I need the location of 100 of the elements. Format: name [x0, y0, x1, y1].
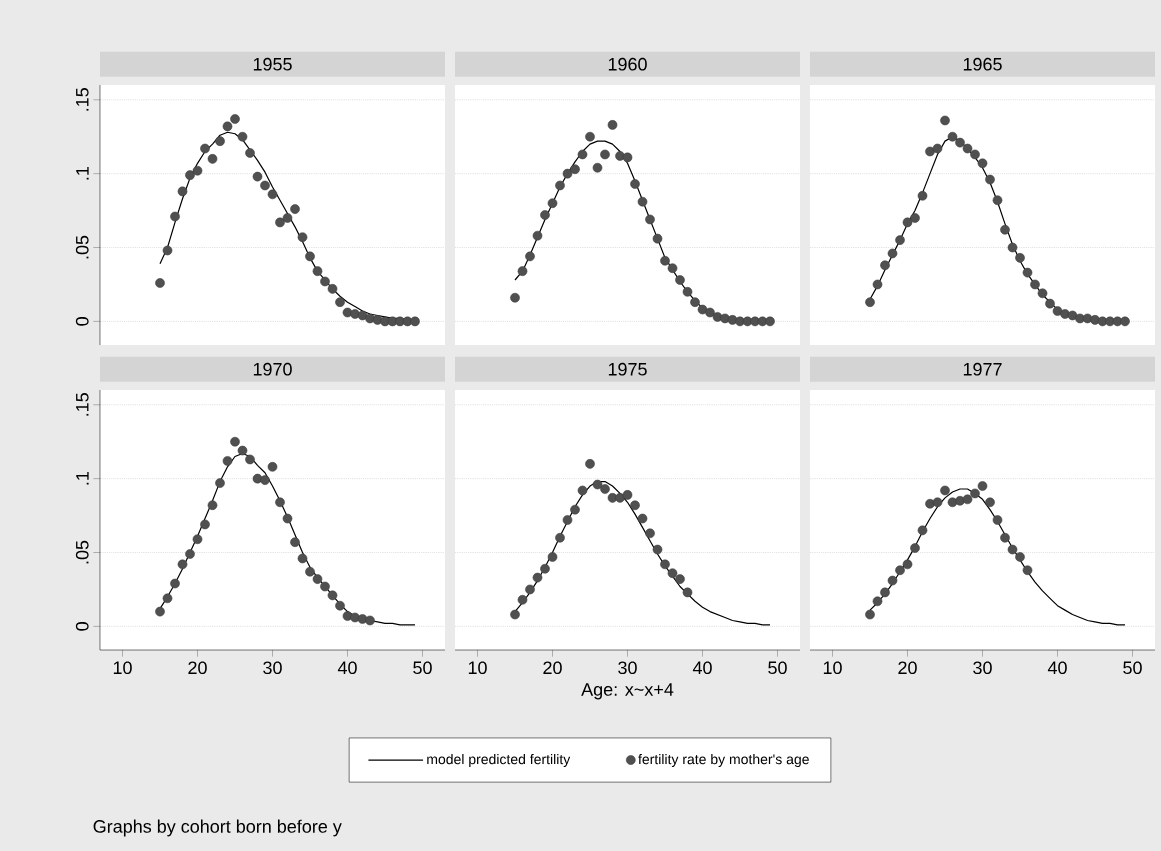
point	[660, 256, 670, 266]
point	[320, 581, 330, 592]
point	[592, 162, 603, 173]
point	[525, 251, 535, 262]
x-tick-label: 40	[1047, 661, 1067, 675]
point	[977, 481, 988, 491]
x-tick-label: 30	[973, 661, 992, 675]
point	[312, 574, 323, 584]
point	[162, 593, 173, 604]
point	[880, 260, 890, 271]
point	[637, 196, 648, 207]
point	[320, 276, 330, 287]
point	[1067, 310, 1078, 321]
point	[260, 475, 270, 485]
point	[532, 572, 543, 583]
point	[570, 504, 580, 515]
point	[540, 210, 550, 220]
point	[275, 497, 285, 508]
point	[865, 297, 875, 307]
point	[1045, 298, 1055, 309]
chart-title: 1965	[963, 57, 1002, 71]
point	[932, 143, 943, 154]
point	[1015, 552, 1025, 562]
point	[357, 310, 368, 321]
y-tick-label: .05	[75, 540, 89, 564]
point	[970, 149, 980, 160]
point	[170, 578, 180, 589]
point	[570, 164, 580, 175]
point	[600, 484, 610, 494]
point	[682, 587, 693, 598]
point	[267, 189, 278, 200]
point	[335, 600, 345, 611]
point	[977, 158, 988, 169]
point	[902, 217, 913, 228]
point	[1052, 306, 1063, 316]
point	[1000, 532, 1010, 543]
point	[297, 232, 308, 242]
point	[697, 304, 708, 315]
point	[517, 266, 528, 276]
point	[940, 115, 950, 126]
point	[872, 596, 883, 607]
point	[645, 528, 655, 539]
point	[365, 615, 375, 626]
point	[215, 478, 225, 488]
point	[652, 544, 663, 555]
x-tick-label: 20	[188, 661, 207, 675]
point	[215, 136, 225, 146]
point	[312, 266, 323, 276]
x-tick-label: 20	[898, 661, 917, 675]
point	[637, 513, 648, 524]
point	[660, 559, 670, 570]
point	[962, 494, 973, 505]
point	[872, 279, 883, 290]
point	[607, 120, 618, 130]
point	[1015, 253, 1025, 263]
point	[555, 180, 565, 191]
y-tick-label: .15	[76, 393, 89, 416]
point	[547, 198, 558, 208]
point	[667, 263, 678, 273]
point	[305, 251, 315, 262]
x-tick-label: 10	[468, 661, 487, 675]
point	[932, 497, 943, 508]
y-tick-label: .05	[75, 235, 89, 259]
point	[245, 148, 255, 158]
point	[1022, 565, 1033, 576]
point	[895, 235, 905, 245]
point	[682, 287, 693, 297]
point	[327, 284, 338, 294]
point	[230, 436, 240, 447]
point	[327, 590, 338, 601]
point	[267, 462, 278, 472]
x-tick-label: 20	[543, 661, 562, 675]
point	[622, 490, 633, 500]
y-tick-label: 0	[75, 317, 89, 326]
point	[510, 609, 520, 620]
point	[185, 549, 195, 559]
point	[1120, 316, 1130, 327]
point	[652, 233, 663, 244]
point	[630, 500, 640, 511]
point	[985, 174, 995, 185]
legend-label: fertility rate by mother's age	[638, 753, 809, 768]
point	[207, 500, 218, 511]
point	[645, 214, 655, 225]
point	[207, 154, 218, 164]
point	[1022, 267, 1033, 278]
point	[970, 488, 980, 499]
point	[562, 515, 573, 525]
x-tick-label: 30	[263, 661, 282, 675]
x-tick-label: 40	[692, 661, 712, 675]
point	[252, 171, 263, 182]
x-tick-label: 30	[618, 661, 637, 675]
point	[222, 456, 233, 466]
x-tick-label: 10	[823, 661, 842, 675]
point	[162, 245, 173, 256]
point	[910, 213, 920, 223]
point	[592, 479, 603, 490]
point	[275, 217, 285, 228]
x-tick-label: 50	[413, 661, 432, 675]
x-tick-label: 40	[337, 661, 357, 675]
point	[887, 248, 898, 259]
